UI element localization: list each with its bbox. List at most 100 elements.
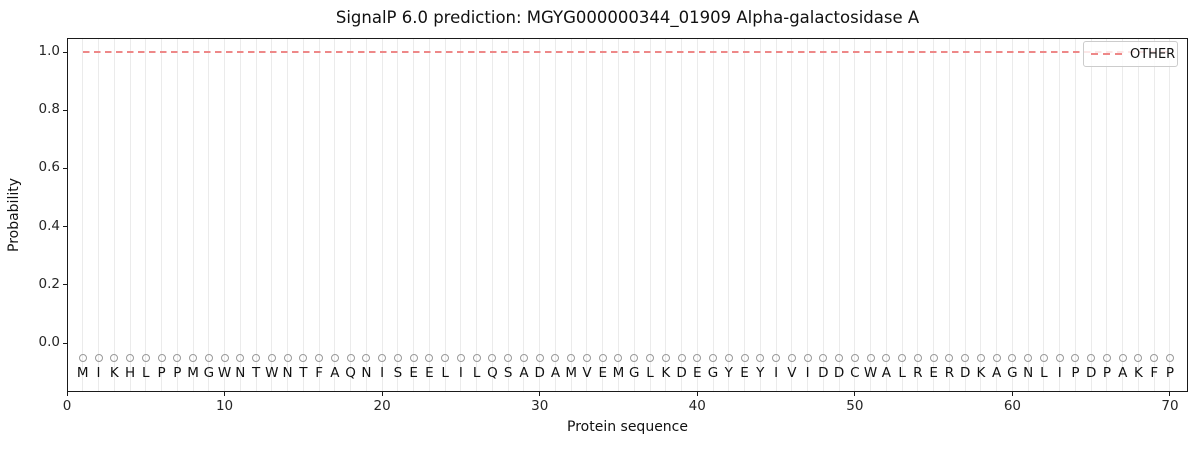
residue-marker-circle (1055, 353, 1064, 362)
sequence-letter: T (251, 365, 261, 381)
gridline (255, 38, 257, 392)
y-tick-label: 0.2 (38, 275, 60, 292)
sequence-letter: A (519, 365, 529, 381)
gridline (917, 38, 919, 392)
sequence-letter: A (330, 365, 340, 381)
y-axis-tick (63, 51, 67, 53)
residue-marker-circle (220, 353, 229, 362)
sequence-letter: I (380, 365, 385, 381)
residue-marker-circle (677, 353, 686, 362)
gridline (665, 38, 667, 392)
sequence-letter: P (1071, 365, 1080, 381)
x-tick-label: 50 (846, 398, 864, 414)
sequence-letter: G (1007, 365, 1018, 381)
residue-marker-circle (362, 353, 371, 362)
residue-marker-circle (299, 353, 308, 362)
gridline (712, 38, 714, 392)
gridline (350, 38, 352, 392)
sequence-letter: N (235, 365, 246, 381)
sequence-letter: L (646, 365, 654, 381)
gridline (539, 38, 541, 392)
gridline (161, 38, 163, 392)
sequence-letter: M (187, 365, 199, 381)
sequence-letter: V (787, 365, 797, 381)
sequence-letter: F (1150, 365, 1159, 381)
gridline (649, 38, 651, 392)
gridline (822, 38, 824, 392)
legend-label: OTHER (1130, 46, 1176, 62)
sequence-letter: E (598, 365, 607, 381)
residue-marker-circle (1039, 353, 1048, 362)
x-tick-label: 70 (1161, 398, 1179, 414)
residue-marker-circle (110, 353, 119, 362)
residue-marker-circle (441, 353, 450, 362)
x-axis-label: Protein sequence (567, 419, 688, 435)
gridline (554, 38, 556, 392)
gridline (381, 38, 383, 392)
gridline (1153, 38, 1155, 392)
sequence-letter: P (173, 365, 182, 381)
residue-marker-circle (1150, 353, 1159, 362)
residue-marker-circle (488, 353, 497, 362)
sequence-letter: D (676, 365, 687, 381)
gridline (287, 38, 289, 392)
residue-marker-circle (630, 353, 639, 362)
x-tick-label: 20 (373, 398, 391, 414)
sequence-letter: A (550, 365, 561, 381)
residue-marker-circle (1024, 353, 1033, 362)
residue-marker-circle (646, 353, 654, 362)
residue-marker-circle (267, 353, 276, 362)
gridline (318, 38, 320, 392)
sequence-letter: K (976, 365, 986, 381)
y-tick-label: 0.4 (38, 217, 60, 234)
y-tick-label: 0.8 (38, 101, 60, 118)
sequence-letter: E (740, 365, 749, 381)
residue-marker-circle (567, 353, 576, 362)
residue-marker-circle (882, 353, 891, 362)
sequence-letter: K (1134, 365, 1143, 381)
gridline (1090, 38, 1092, 392)
x-axis-tick (539, 392, 541, 396)
residue-marker-circle (772, 353, 781, 362)
sequence-letter: Q (487, 365, 498, 381)
gridline (176, 38, 178, 392)
gridline (1074, 38, 1076, 392)
sequence-letter: A (881, 365, 891, 381)
sequence-letter: A (992, 365, 1002, 381)
gridline (334, 38, 336, 392)
sequence-letter: E (409, 365, 418, 381)
residue-marker-circle (472, 353, 481, 362)
residue-marker-circle (141, 353, 150, 362)
sequence-letter: S (393, 365, 403, 381)
gridline (775, 38, 777, 392)
x-tick-label: 0 (62, 398, 72, 414)
sequence-letter: D (818, 365, 829, 381)
sequence-letter: L (441, 365, 449, 381)
sequence-letter: C (850, 365, 860, 381)
sequence-letter: D (1086, 365, 1097, 381)
gridline (491, 38, 493, 392)
sequence-letter: M (565, 365, 578, 381)
residue-marker-circle (582, 353, 591, 362)
sequence-letter: N (1023, 365, 1034, 381)
chart-title: SignalP 6.0 prediction: MGYG000000344_01… (335, 8, 920, 27)
sequence-letter: R (913, 365, 923, 381)
residue-marker-circle (976, 353, 985, 362)
sequence-letter: K (661, 365, 671, 381)
x-axis-tick (224, 392, 226, 396)
gridline (996, 38, 998, 392)
sequence-letter: L (142, 365, 150, 381)
residue-marker-circle (126, 353, 135, 362)
residue-marker-circle (456, 353, 465, 362)
x-axis-tick (1169, 392, 1171, 396)
residue-marker-circle (252, 353, 261, 362)
gridline (129, 38, 131, 392)
sequence-letter: W (265, 365, 279, 381)
sequence-letter: I (805, 365, 810, 381)
gridline (854, 38, 856, 392)
residue-marker-circle (315, 353, 324, 362)
residue-marker-circle (409, 353, 418, 362)
residue-marker-circle (1165, 353, 1174, 362)
gridline (523, 38, 525, 392)
residue-marker-circle (189, 353, 198, 362)
